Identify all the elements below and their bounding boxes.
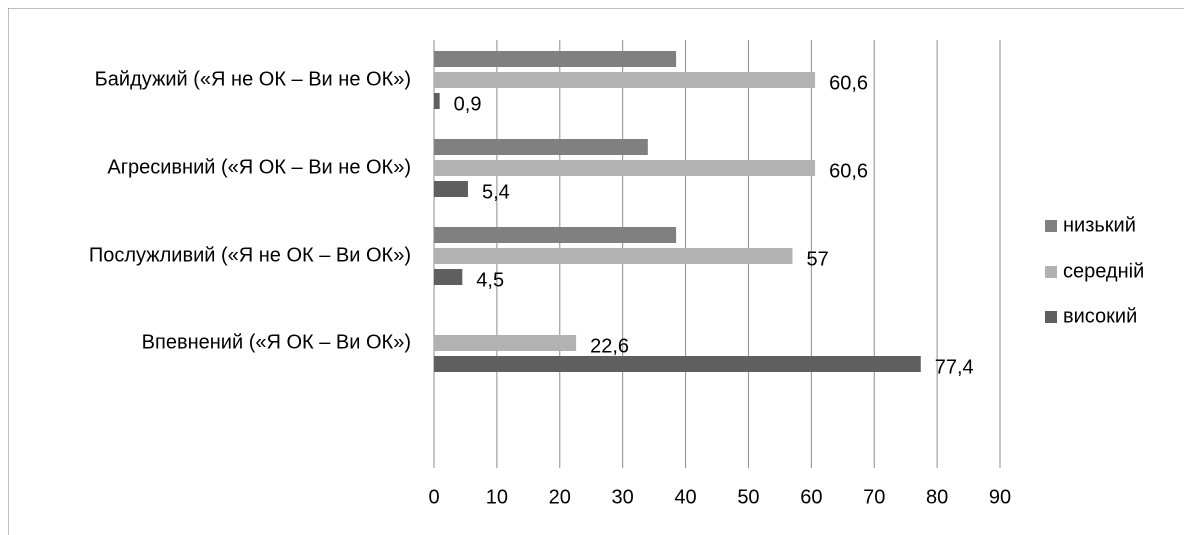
data-label: 77,4: [935, 356, 974, 378]
bar: [434, 181, 468, 197]
bar: [434, 248, 793, 264]
data-label: 60,6: [829, 160, 868, 182]
x-tick-label: 90: [989, 486, 1011, 508]
category-labels: Байдужий («Я не ОК – Ви не ОК») Агресивни…: [89, 68, 411, 353]
x-tick-label: 50: [737, 486, 759, 508]
legend-label: високий: [1063, 305, 1137, 327]
category-label: Впевнений («Я ОК – Ви ОК»): [142, 331, 411, 353]
category-label: Байдужий («Я не ОК – Ви не ОК»): [95, 68, 411, 90]
x-tick-label: 70: [863, 486, 885, 508]
x-tick-label: 10: [486, 486, 508, 508]
data-label: 60,6: [829, 72, 868, 94]
x-tick-label: 40: [674, 486, 696, 508]
category-label: Послужливий («Я не ОК – Ви ОК»): [89, 244, 411, 266]
category-label: Агресивний («Я ОК – Ви не ОК»): [107, 156, 411, 178]
bar: [434, 160, 816, 176]
legend-swatch: [1045, 220, 1057, 232]
x-tick-label: 80: [926, 486, 948, 508]
data-label: 0,9: [454, 93, 482, 115]
legend-swatch: [1045, 266, 1057, 278]
bar: [434, 139, 648, 155]
legend-label: низький: [1063, 214, 1136, 236]
data-labels: 60,6 60,6 57 22,6 0,9 5,4 4,5 77,4: [454, 72, 974, 378]
bar-chart: 60,6 60,6 57 22,6 0,9 5,4 4,5 77,4 Байдужий («Я…: [8, 8, 1184, 535]
x-tick-label: 30: [612, 486, 634, 508]
legend: низький середній високий: [1045, 214, 1144, 327]
bars: [434, 51, 921, 372]
chart-container: 60,6 60,6 57 22,6 0,9 5,4 4,5 77,4 Байдужий («Я…: [8, 8, 1184, 535]
x-tick-label: 20: [549, 486, 571, 508]
data-label: 57: [806, 248, 828, 270]
bar: [434, 72, 816, 88]
x-tick-label: 0: [428, 486, 439, 508]
legend-swatch: [1045, 311, 1057, 323]
bar: [434, 227, 677, 243]
bar: [434, 51, 677, 67]
bar: [434, 356, 921, 372]
bar: [434, 335, 577, 351]
bar: [434, 269, 463, 285]
data-label: 22,6: [590, 335, 629, 357]
legend-label: середній: [1063, 260, 1144, 282]
x-tick-label: 60: [800, 486, 822, 508]
data-label: 5,4: [482, 181, 510, 203]
data-label: 4,5: [476, 269, 504, 291]
bar: [434, 93, 440, 109]
x-axis-tick-labels: 0 10 20 30 40 50 60 70 80 90: [428, 486, 1011, 508]
